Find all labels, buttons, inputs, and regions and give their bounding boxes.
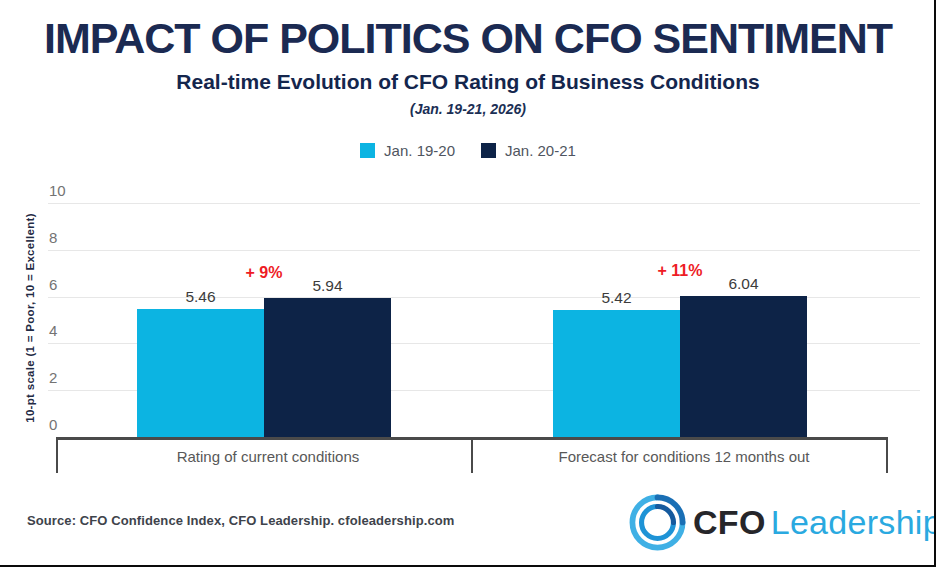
legend-item-jan-19-20: Jan. 19-20 (360, 142, 455, 159)
bar (137, 309, 264, 437)
legend: Jan. 19-20 Jan. 20-21 (0, 142, 936, 159)
legend-swatch-jan-19-20 (360, 143, 375, 158)
logo-wordmark: CFOLeadership (693, 503, 936, 542)
legend-label-jan-19-20: Jan. 19-20 (384, 142, 455, 159)
legend-swatch-jan-20-21 (481, 143, 496, 158)
x-axis-band: Rating of current conditions Forecast for… (56, 437, 888, 476)
x-axis-tick (886, 440, 888, 473)
infographic-page: IMPACT OF POLITICS ON CFO SENTIMENT Real… (0, 0, 936, 567)
bar-value-label: 5.46 (185, 287, 215, 306)
legend-label-jan-20-21: Jan. 20-21 (505, 142, 576, 159)
bar (680, 296, 807, 437)
bar (264, 298, 391, 437)
bar-value-label: 6.04 (728, 274, 758, 293)
page-title: IMPACT OF POLITICS ON CFO SENTIMENT (0, 14, 936, 63)
bar (553, 310, 680, 437)
category-label: Rating of current conditions (177, 448, 360, 465)
source-note: Source: CFO Confidence Index, CFO Leader… (27, 513, 454, 528)
y-tick-label: 10 (49, 182, 66, 200)
bar-value-label: 5.42 (601, 288, 631, 307)
cfo-logo-swirl-icon (629, 494, 686, 551)
bar-value-label: 5.94 (312, 276, 342, 295)
x-axis-tick (471, 440, 473, 473)
plot-area: 5.46 5.94 + 9% 5.42 6.04 + 11% (56, 203, 888, 437)
logo-text-leadership: Leadership (771, 503, 936, 541)
logo-text-cfo: CFO (693, 503, 766, 541)
chart-subtitle: Real-time Evolution of CFO Rating of Bus… (0, 70, 936, 94)
x-axis-tick (56, 440, 58, 473)
legend-item-jan-20-21: Jan. 20-21 (481, 142, 576, 159)
y-axis-title: 10-pt scale (1 = Poor, 10 = Excellent) (24, 213, 36, 423)
change-percent-label: + 9% (246, 263, 283, 282)
cfo-leadership-logo: CFOLeadership (629, 494, 936, 551)
date-note: (Jan. 19-21, 2026) (0, 101, 936, 117)
category-label: Forecast for conditions 12 months out (559, 448, 810, 465)
change-percent-label: + 11% (658, 261, 703, 280)
